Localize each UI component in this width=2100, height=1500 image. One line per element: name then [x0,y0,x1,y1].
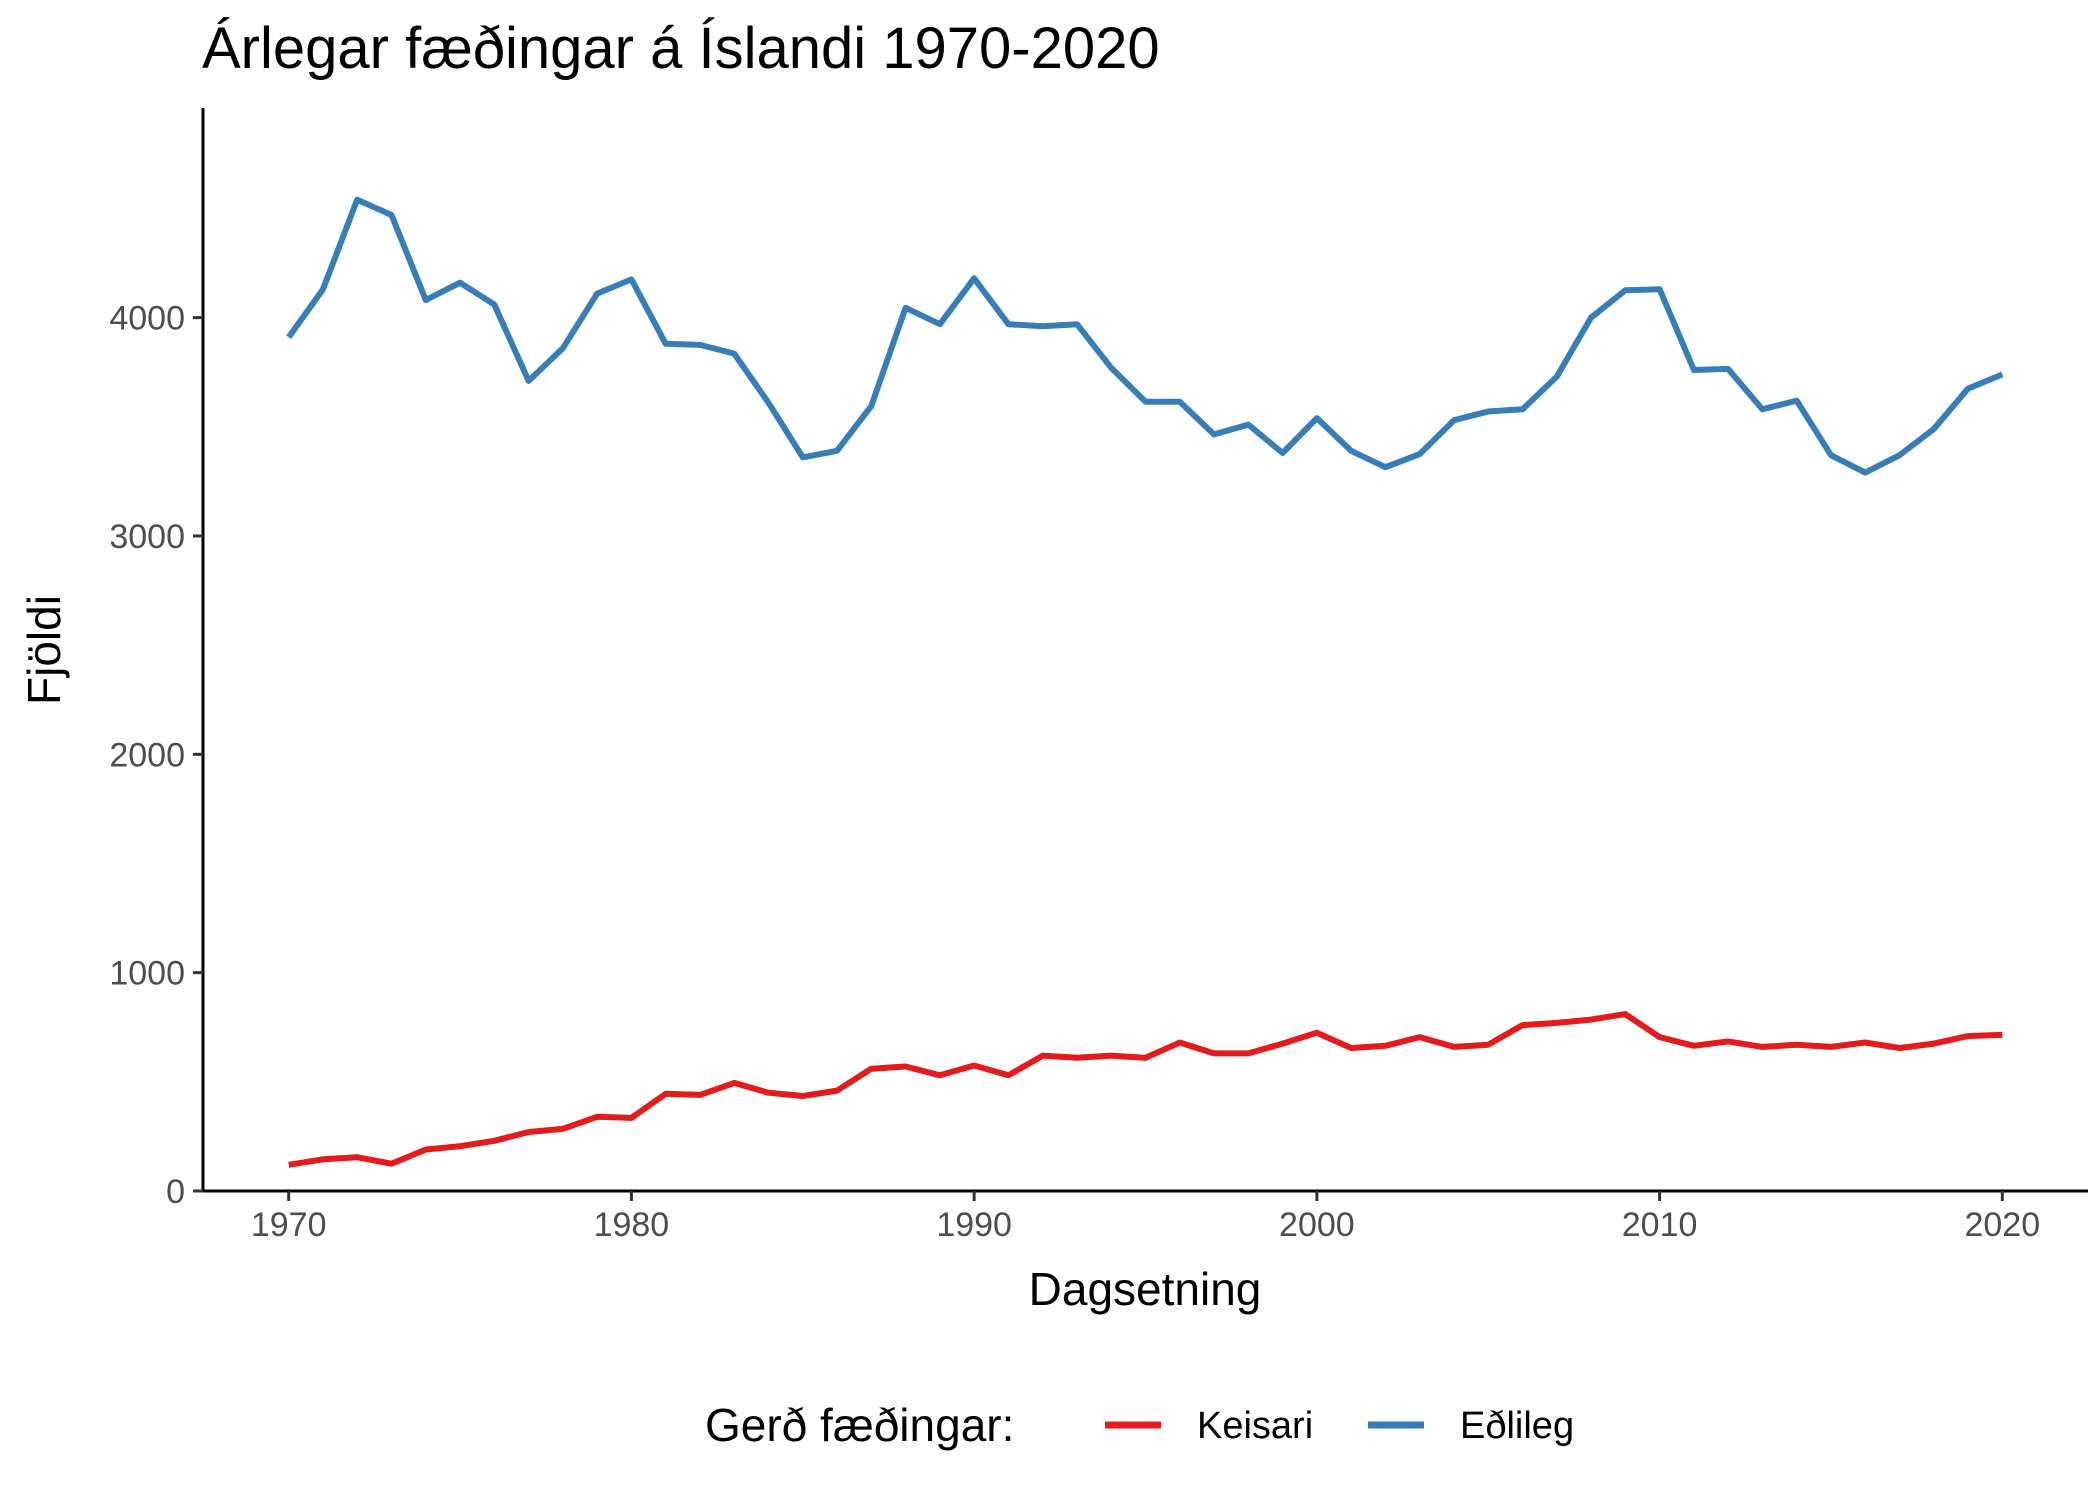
series-line-keisari [288,1011,2003,1168]
y-tick-label: 2000 [109,736,185,774]
chart-title: Árlegar fæðingar á Íslandi 1970-2020 [202,16,1160,81]
x-tick-label: 2010 [1622,1206,1698,1244]
plot-area: 0 1000 2000 3000 4000 1970 1980 1990 2000 2010 20… [109,108,2088,1244]
y-ticks: 0 1000 2000 3000 4000 [109,300,203,1211]
y-axis-title: Fjöldi [18,595,70,705]
legend-keys: Keisari Eðlileg [1105,1405,1574,1447]
y-tick-label: 4000 [109,300,185,338]
legend-label: Keisari [1197,1405,1313,1447]
y-tick-label: 0 [166,1173,185,1211]
x-tick-label: 1990 [936,1206,1012,1244]
x-tick-label: 2020 [1964,1206,2040,1244]
x-tick-label: 1980 [594,1206,670,1244]
series-line-eðlileg [286,196,2004,476]
series-lines [286,196,2004,1168]
x-ticks: 1970 1980 1990 2000 2010 2020 [251,1191,2040,1244]
legend: Gerð fæðingar: Keisari Eðlileg [705,1399,1574,1451]
y-tick-label: 1000 [109,955,185,993]
legend-title: Gerð fæðingar: [705,1399,1014,1451]
x-tick-label: 1970 [251,1206,327,1244]
x-axis-title: Dagsetning [1029,1263,1262,1315]
y-tick-label: 3000 [109,518,185,556]
x-tick-label: 2000 [1279,1206,1355,1244]
legend-label: Eðlileg [1460,1405,1574,1447]
